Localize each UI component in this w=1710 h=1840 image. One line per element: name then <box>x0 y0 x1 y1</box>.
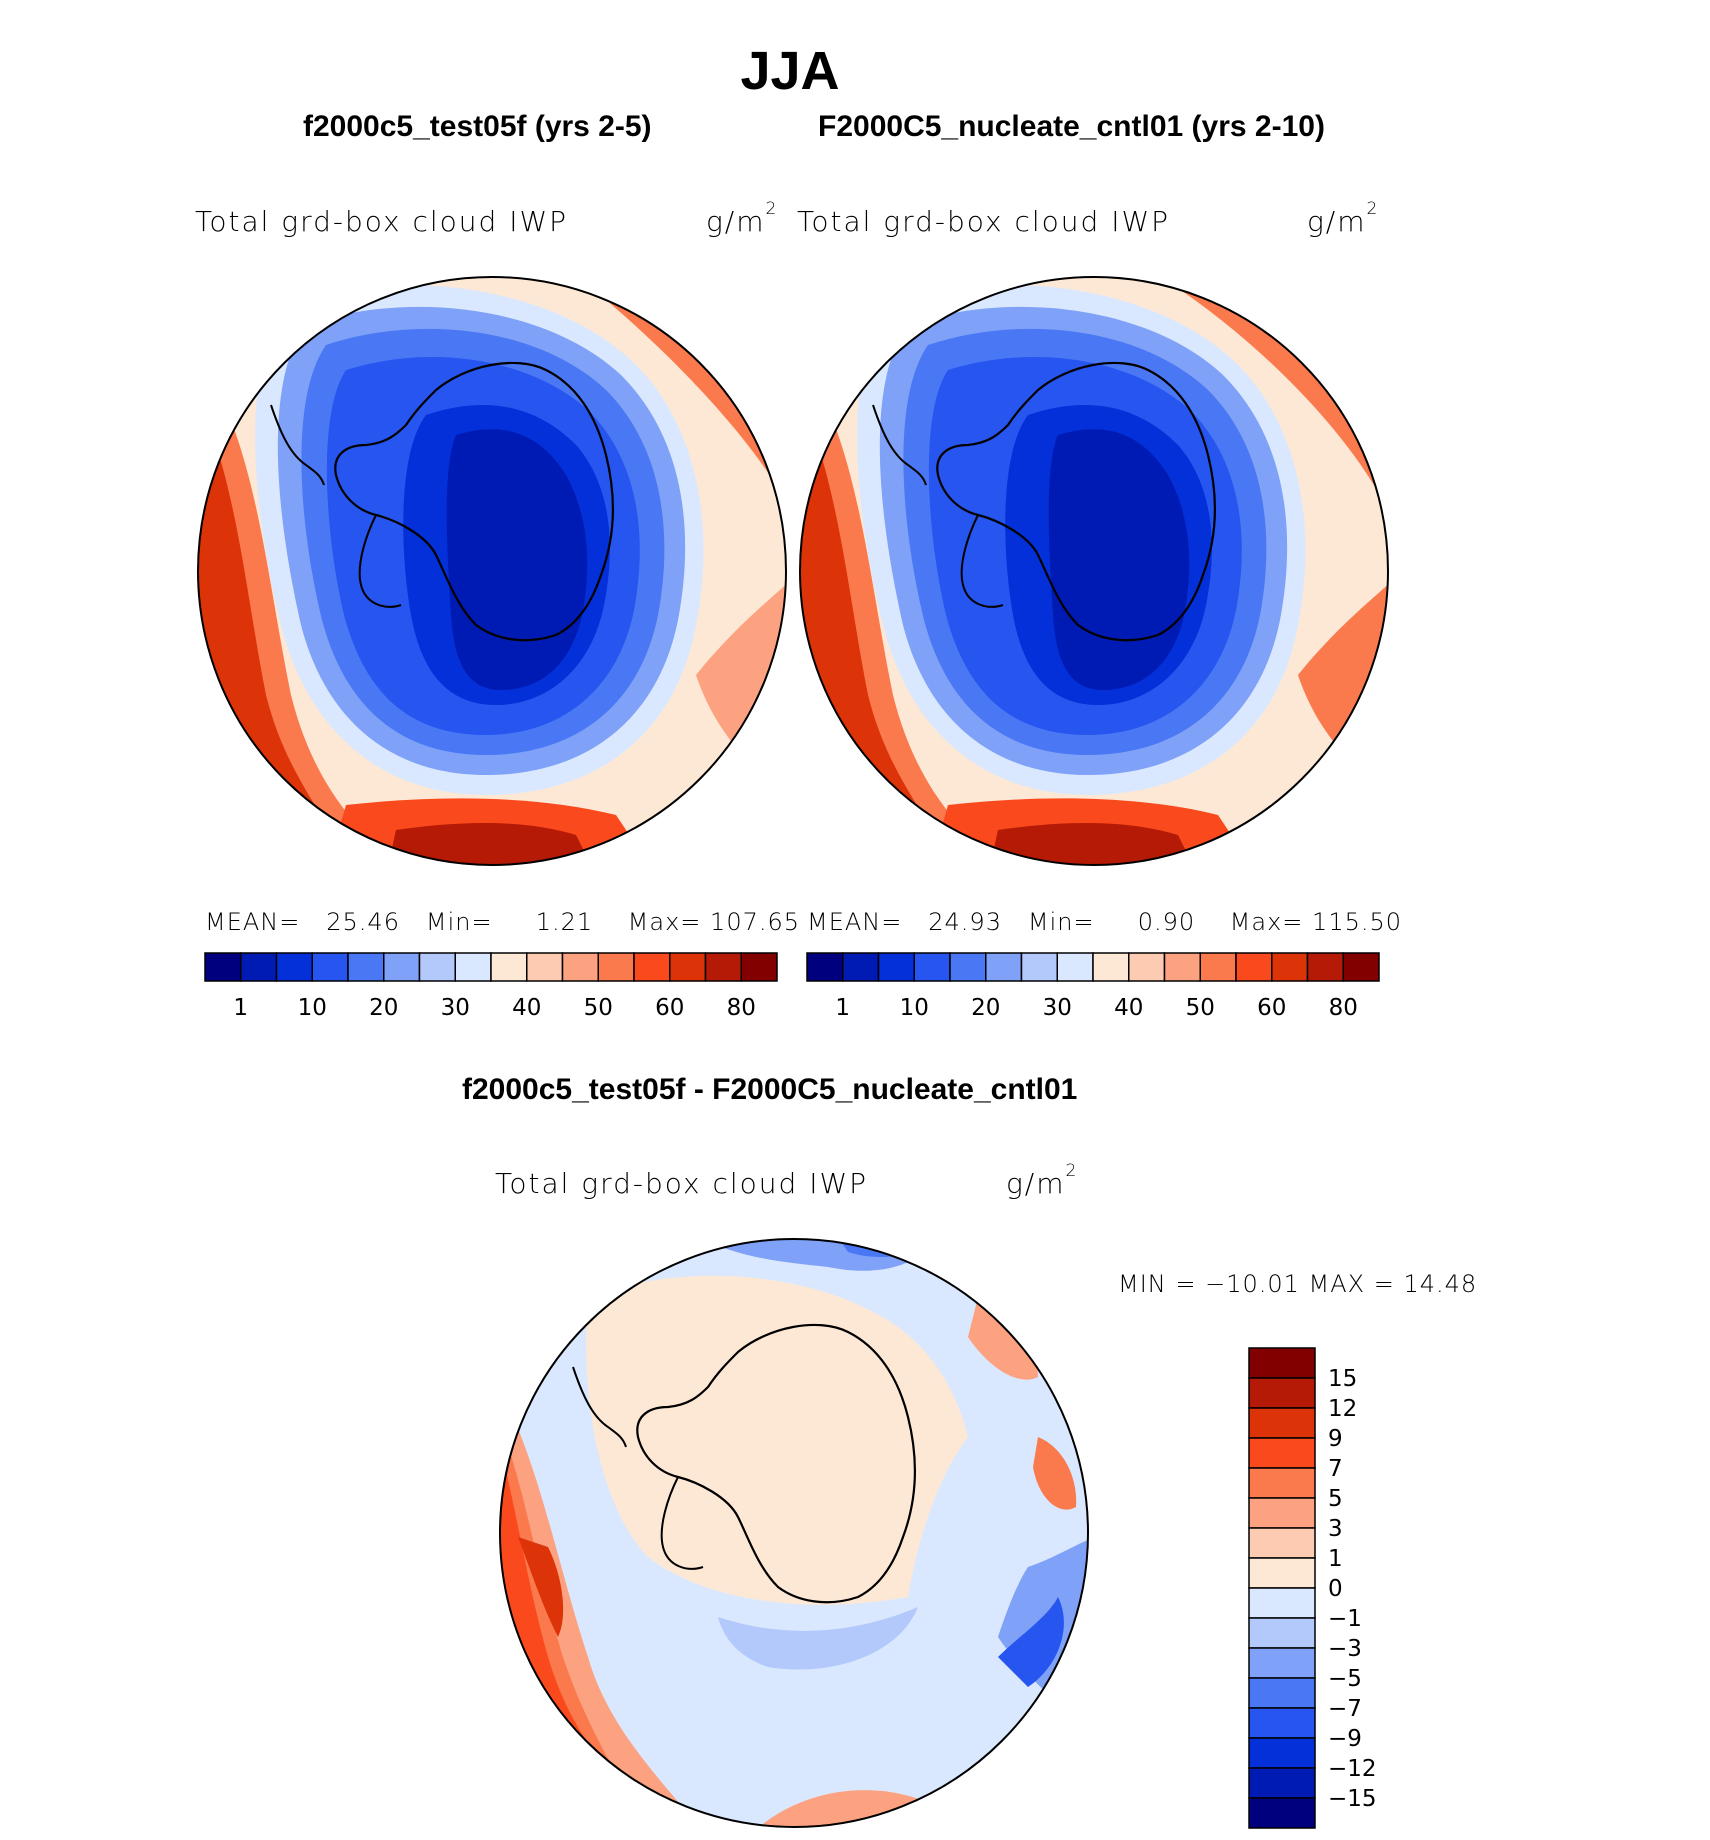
panel-1-case-title: f2000c5_test05f (yrs 2-5) <box>303 110 652 143</box>
colorbar-1-tick-label: 10 <box>298 995 327 1021</box>
colorbar-2-cell <box>1163 952 1201 982</box>
diff-variable-label: Total grd-box cloud IWP <box>495 1167 869 1200</box>
colorbar-2-cell <box>1128 952 1166 982</box>
colorbar-2-cell <box>877 952 915 982</box>
colorbar-1-cell <box>633 952 671 982</box>
panel-2-variable-label: Total grd-box cloud IWP <box>797 205 1171 238</box>
colorbar-diff-cell <box>1248 1347 1316 1379</box>
colorbar-diff-cell <box>1248 1587 1316 1619</box>
colorbar-1-cell <box>311 952 349 982</box>
colorbar-2-tick-label: 40 <box>1114 995 1143 1021</box>
colorbar-1-cell <box>204 952 242 982</box>
colorbar-panel-2: 1 10 20 30 40 50 60 80 <box>806 952 1380 1021</box>
polar-map-1 <box>197 276 787 866</box>
colorbar-2-tick-label: 10 <box>900 995 929 1021</box>
colorbar-1-cell <box>347 952 385 982</box>
colorbar-diff-cell <box>1248 1437 1316 1469</box>
colorbar-diff-tick-label: 15 <box>1328 1366 1357 1392</box>
colorbar-diff-cell <box>1248 1767 1316 1799</box>
colorbar-diff-tick-label: −9 <box>1328 1726 1362 1752</box>
panel-1-stats: MEAN= 25.46 Min= 1.21 Max= 107.65 <box>205 908 801 936</box>
colorbar-diff-cell <box>1248 1797 1316 1829</box>
colorbar-diff-tick-label: 12 <box>1328 1396 1357 1422</box>
colorbar-2-cell <box>806 952 844 982</box>
colorbar-diff-tick-label: −5 <box>1328 1666 1362 1692</box>
colorbar-1-cell <box>240 952 278 982</box>
panel-1-units: g/m2 <box>706 199 779 238</box>
colorbar-diff-cell <box>1248 1467 1316 1499</box>
colorbar-diff-tick-label: −7 <box>1328 1696 1362 1722</box>
colorbar-2-tick-label: 30 <box>1043 995 1072 1021</box>
colorbar-diff-cell <box>1248 1557 1316 1589</box>
colorbar-1-cell <box>561 952 599 982</box>
main-title: JJA <box>740 41 840 101</box>
colorbar-1-tick-label: 60 <box>655 995 684 1021</box>
colorbar-1-cell <box>704 952 742 982</box>
colorbar-2-cell <box>949 952 987 982</box>
colorbar-diff-tick-label: −15 <box>1328 1786 1377 1812</box>
colorbar-diff-cell <box>1248 1497 1316 1529</box>
colorbar-diff-tick-label: −12 <box>1328 1756 1377 1782</box>
panel-2-stats: MEAN= 24.93 Min= 0.90 Max= 115.50 <box>807 908 1403 936</box>
colorbar-1-cell <box>454 952 492 982</box>
colorbar-diff-cell <box>1248 1737 1316 1769</box>
colorbar-diff-tick-label: −3 <box>1328 1636 1362 1662</box>
colorbar-diff-cell <box>1248 1707 1316 1739</box>
colorbar-diff-tick-label: 9 <box>1328 1426 1343 1452</box>
colorbar-1-cell <box>418 952 456 982</box>
colorbar-diff-cell <box>1248 1647 1316 1679</box>
colorbar-diff-cell <box>1248 1677 1316 1709</box>
colorbar-diff-cell <box>1248 1377 1316 1409</box>
panel-1-variable-label: Total grd-box cloud IWP <box>195 205 569 238</box>
colorbar-diff-tick-label: 0 <box>1328 1576 1343 1602</box>
colorbar-2-cell <box>1020 952 1058 982</box>
panel-2-case-title: F2000C5_nucleate_cntl01 (yrs 2-10) <box>818 110 1325 143</box>
colorbar-1-tick-label: 20 <box>369 995 398 1021</box>
colorbar-1-tick-label: 40 <box>512 995 541 1021</box>
colorbar-2-tick-label: 20 <box>971 995 1000 1021</box>
colorbar-diff-tick-label: −1 <box>1328 1606 1362 1632</box>
colorbar-1-cell <box>740 952 778 982</box>
colorbar-1-cell <box>526 952 564 982</box>
colorbar-2-cell <box>1271 952 1309 982</box>
colorbar-1-tick-label: 50 <box>584 995 613 1021</box>
colorbar-1-tick-label: 30 <box>441 995 470 1021</box>
colorbar-1-cell <box>669 952 707 982</box>
colorbar-diff-tick-label: 5 <box>1328 1486 1343 1512</box>
colorbar-1-cell <box>275 952 313 982</box>
colorbar-2-tick-label: 1 <box>835 995 850 1021</box>
colorbar-2-tick-label: 80 <box>1329 995 1358 1021</box>
colorbar-2-cell <box>1199 952 1237 982</box>
colorbar-diff-cell <box>1248 1527 1316 1559</box>
colorbar-2-tick-label: 60 <box>1257 995 1286 1021</box>
diff-case-title: f2000c5_test05f - F2000C5_nucleate_cntl0… <box>462 1073 1078 1106</box>
colorbar-2-cell <box>1342 952 1380 982</box>
diff-minmax: MIN = −10.01 MAX = 14.48 <box>1118 1270 1478 1298</box>
colorbar-2-cell <box>913 952 951 982</box>
colorbar-panel-1: 1 10 20 30 40 50 60 80 <box>204 952 778 1021</box>
colorbar-diff-cell <box>1248 1407 1316 1439</box>
colorbar-2-cell <box>842 952 880 982</box>
colorbar-1-cell <box>597 952 635 982</box>
colorbar-diff-tick-label: 1 <box>1328 1546 1343 1572</box>
panel-2-units: g/m2 <box>1307 199 1380 238</box>
colorbar-1-cell <box>490 952 528 982</box>
colorbar-diff-cell <box>1248 1617 1316 1649</box>
colorbar-diff-tick-label: 3 <box>1328 1516 1343 1542</box>
polar-map-diff <box>499 1238 1089 1828</box>
colorbar-2-cell <box>1235 952 1273 982</box>
colorbar-2-cell <box>1306 952 1344 982</box>
colorbar-2-tick-label: 50 <box>1186 995 1215 1021</box>
colorbar-2-cell <box>1092 952 1130 982</box>
diff-units: g/m2 <box>1006 1161 1079 1200</box>
colorbar-2-cell <box>1056 952 1094 982</box>
colorbar-diff-tick-label: 7 <box>1328 1456 1343 1482</box>
polar-map-2 <box>799 276 1389 866</box>
colorbar-2-cell <box>985 952 1023 982</box>
colorbar-diff: 15 12 9 7 5 3 1 0 −1 −3 −5 −7 −9 −12 −15 <box>1248 1347 1377 1829</box>
colorbar-1-tick-label: 1 <box>233 995 248 1021</box>
colorbar-1-tick-label: 80 <box>727 995 756 1021</box>
colorbar-1-cell <box>383 952 421 982</box>
